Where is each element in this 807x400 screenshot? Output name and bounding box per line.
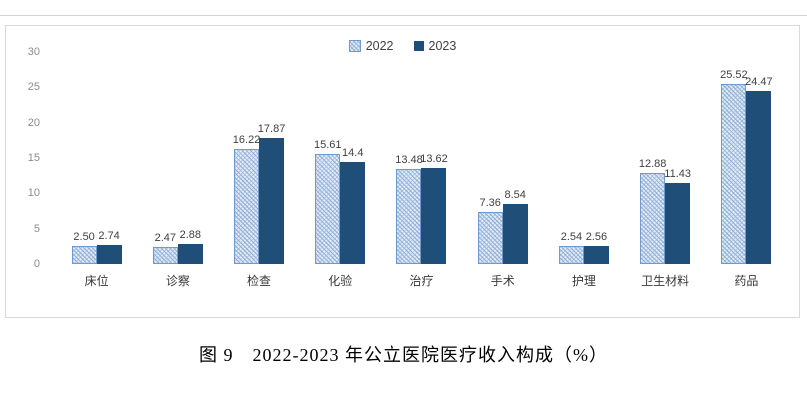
bar-2022-1: [71, 246, 97, 264]
legend-label-2023: 2023: [428, 39, 457, 53]
bar-group-3: 16.22 17.87: [218, 52, 299, 264]
y-axis-tick-label: 0: [33, 258, 40, 270]
category-label: 护理: [571, 274, 596, 288]
bar-2023-9: [746, 91, 772, 264]
bar-2023-7: [583, 246, 609, 264]
data-label-2022-8: 12.88: [638, 158, 667, 170]
chart-caption: 图 9 2022-2023 年公立医院医疗收入构成（%）: [199, 345, 608, 365]
category-label: 卫生材料: [641, 274, 690, 288]
bar-2023-5: [421, 168, 447, 264]
category-label: 药品: [734, 274, 759, 288]
data-label-2023-6: 8.54: [504, 189, 526, 201]
data-label-2023-7: 2.56: [585, 231, 608, 243]
category-label: 化验: [328, 274, 353, 288]
legend-item-2022: 2022: [348, 39, 394, 53]
bar-2022-6: [477, 212, 503, 264]
data-label-2023-5: 13.62: [420, 153, 448, 165]
data-label-2023-4: 14.4: [342, 147, 364, 159]
plot-area: 2.50 2.74 2.47 2.88 16.22 17.87 15.61 14.4 13.48…: [56, 52, 787, 264]
legend-label-2022: 2022: [365, 39, 394, 53]
legend-item-2023: 2023: [413, 39, 457, 53]
bar-2022-3: [234, 149, 260, 264]
chart-frame: 2022 2023 0 5 10 15 20 25 30 2.50 2.74 2.47 2.88 1…: [5, 25, 800, 318]
y-axis-tick-label: 30: [27, 46, 40, 58]
bar-group-6: 7.36 8.54: [462, 52, 543, 264]
bar-2023-1: [96, 245, 122, 264]
bar-group-5: 13.48 13.62: [381, 52, 462, 264]
data-label-2022-9: 25.52: [720, 69, 748, 81]
legend-swatch-2022-hatched-icon: [348, 40, 361, 52]
data-label-2022-3: 16.22: [232, 134, 261, 146]
data-label-2023-3: 17.87: [257, 123, 286, 135]
bar-2023-3: [259, 138, 285, 264]
x-axis-category-labels: 床位 诊察 检查 化验 治疗 手术 护理 卫生材料 药品: [56, 272, 787, 289]
y-axis-tick-label: 25: [27, 81, 40, 94]
y-axis-tick-label: 10: [27, 187, 40, 200]
category-label: 诊察: [165, 274, 190, 288]
category-label: 床位: [84, 274, 109, 288]
data-label-2022-5: 13.48: [395, 154, 423, 166]
bar-group-1: 2.50 2.74: [56, 52, 137, 264]
bar-group-8: 12.88 11.43: [625, 52, 706, 264]
bar-2022-2: [152, 247, 178, 264]
bar-2023-2: [177, 244, 203, 264]
category-label: 检查: [247, 274, 272, 288]
data-label-2022-1: 2.50: [73, 231, 95, 243]
data-label-2022-6: 7.36: [479, 197, 501, 209]
data-label-2023-1: 2.74: [98, 230, 120, 242]
bar-2022-7: [558, 246, 584, 264]
y-axis-tick-label: 15: [27, 152, 40, 164]
bar-2023-4: [340, 162, 366, 264]
data-label-2022-7: 2.54: [560, 231, 583, 243]
page-divider-rule: [0, 15, 807, 16]
bar-group-4: 15.61 14.4: [300, 52, 381, 264]
bar-2023-8: [665, 183, 691, 264]
data-label-2022-4: 15.61: [314, 139, 342, 151]
bar-group-9: 25.52 24.47: [706, 52, 787, 264]
y-axis-tick-label: 5: [33, 222, 40, 235]
bar-group-2: 2.47 2.88: [137, 52, 218, 264]
data-label-2022-2: 2.47: [154, 232, 177, 244]
chart-legend: 2022 2023: [6, 39, 799, 53]
data-label-2023-2: 2.88: [179, 229, 202, 241]
legend-swatch-2023-solid-icon: [413, 41, 424, 51]
data-label-2023-9: 24.47: [745, 76, 773, 88]
bar-2022-4: [315, 154, 341, 264]
data-label-2023-8: 11.43: [664, 168, 691, 180]
y-axis-tick-label: 20: [27, 116, 40, 129]
category-label: 手术: [490, 274, 515, 288]
bar-2023-6: [502, 204, 528, 264]
category-label: 治疗: [409, 274, 434, 288]
bar-2022-8: [640, 173, 666, 264]
bar-2022-9: [721, 84, 747, 264]
bar-group-7: 2.54 2.56: [543, 52, 624, 264]
bar-2022-5: [396, 169, 422, 264]
